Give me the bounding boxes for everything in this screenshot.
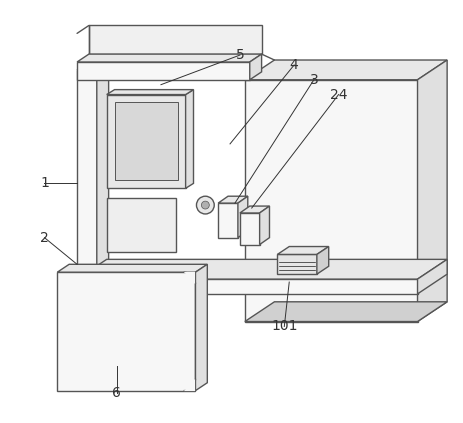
Polygon shape — [277, 254, 317, 274]
Polygon shape — [184, 272, 195, 284]
Polygon shape — [418, 259, 447, 294]
Polygon shape — [218, 196, 248, 203]
Polygon shape — [89, 25, 262, 54]
Polygon shape — [245, 60, 447, 80]
Text: 3: 3 — [310, 73, 318, 87]
Polygon shape — [77, 62, 109, 70]
Polygon shape — [57, 264, 207, 272]
Polygon shape — [240, 213, 260, 244]
Polygon shape — [77, 62, 250, 80]
Polygon shape — [418, 60, 447, 321]
Polygon shape — [277, 247, 329, 254]
Polygon shape — [238, 196, 248, 238]
Polygon shape — [260, 206, 269, 244]
Text: 5: 5 — [236, 48, 244, 62]
Polygon shape — [77, 54, 262, 62]
Polygon shape — [114, 102, 178, 181]
Polygon shape — [184, 379, 195, 390]
Circle shape — [201, 201, 209, 209]
Polygon shape — [250, 54, 262, 80]
Polygon shape — [195, 264, 207, 390]
Text: 4: 4 — [290, 58, 299, 72]
Text: 2: 2 — [40, 231, 49, 244]
Polygon shape — [77, 259, 447, 279]
Text: 6: 6 — [112, 386, 121, 400]
Text: 1: 1 — [40, 176, 49, 190]
Polygon shape — [317, 247, 329, 274]
Polygon shape — [106, 198, 176, 253]
Polygon shape — [245, 80, 418, 321]
Polygon shape — [77, 279, 418, 294]
Polygon shape — [97, 62, 109, 321]
Polygon shape — [218, 203, 238, 238]
Polygon shape — [106, 90, 194, 95]
Polygon shape — [57, 272, 195, 390]
Polygon shape — [240, 206, 269, 213]
Polygon shape — [77, 70, 97, 321]
Text: 24: 24 — [330, 88, 347, 102]
Polygon shape — [186, 90, 194, 188]
Circle shape — [196, 196, 214, 214]
Polygon shape — [106, 95, 186, 188]
Polygon shape — [245, 302, 447, 321]
Text: 101: 101 — [271, 319, 298, 333]
